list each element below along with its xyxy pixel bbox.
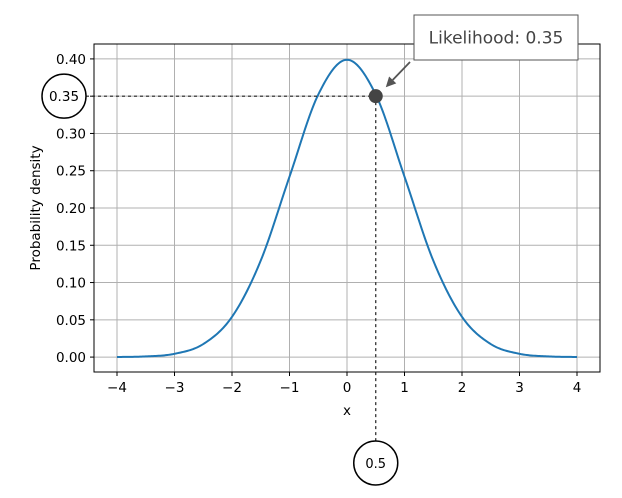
y-marker-label: 0.35: [49, 89, 79, 105]
likelihood-annotation: Likelihood: 0.35: [385, 14, 579, 88]
y-tick-label: 0.25: [56, 164, 86, 180]
x-tick-label: −2: [222, 380, 242, 396]
x-axis-label: x: [343, 403, 351, 419]
x-marker-circle: [353, 440, 399, 486]
x-tick-label: 2: [458, 380, 467, 396]
x-marker-label: 0.5: [365, 457, 386, 472]
series-line: [116, 58, 578, 359]
likelihood-box: [413, 14, 579, 61]
grid: [94, 44, 600, 372]
arrow-icon: [392, 61, 411, 81]
y-tick-label: 0.15: [56, 238, 86, 254]
x-tick-label: −1: [280, 380, 300, 396]
likelihood-text: Likelihood: 0.35: [429, 29, 564, 49]
y-marker-circle: [41, 73, 87, 119]
y-tick-label: 0.10: [56, 276, 86, 292]
y-tick-label: 0.05: [56, 313, 86, 329]
x-tick-label: −4: [107, 380, 127, 396]
y-axis-label: Probability density: [28, 145, 44, 270]
x-tick-label: 4: [573, 380, 582, 396]
x-axis: −4 −3 −2 −1 0 1 2 3 4: [107, 372, 581, 396]
arrowhead-icon: [385, 76, 397, 88]
x-tick-label: 1: [400, 380, 409, 396]
x-tick-label: 0: [343, 380, 352, 396]
y-tick-label: 0.20: [56, 201, 86, 217]
y-marker: 0.35: [41, 73, 87, 119]
x-tick-label: −3: [165, 380, 185, 396]
y-tick-label: 0.40: [56, 52, 86, 68]
y-tick-label: 0.30: [56, 126, 86, 142]
x-marker: 0.5: [353, 440, 399, 486]
y-tick-label: 0.00: [56, 350, 86, 366]
highlight-point: [368, 89, 383, 104]
x-tick-label: 3: [515, 380, 524, 396]
